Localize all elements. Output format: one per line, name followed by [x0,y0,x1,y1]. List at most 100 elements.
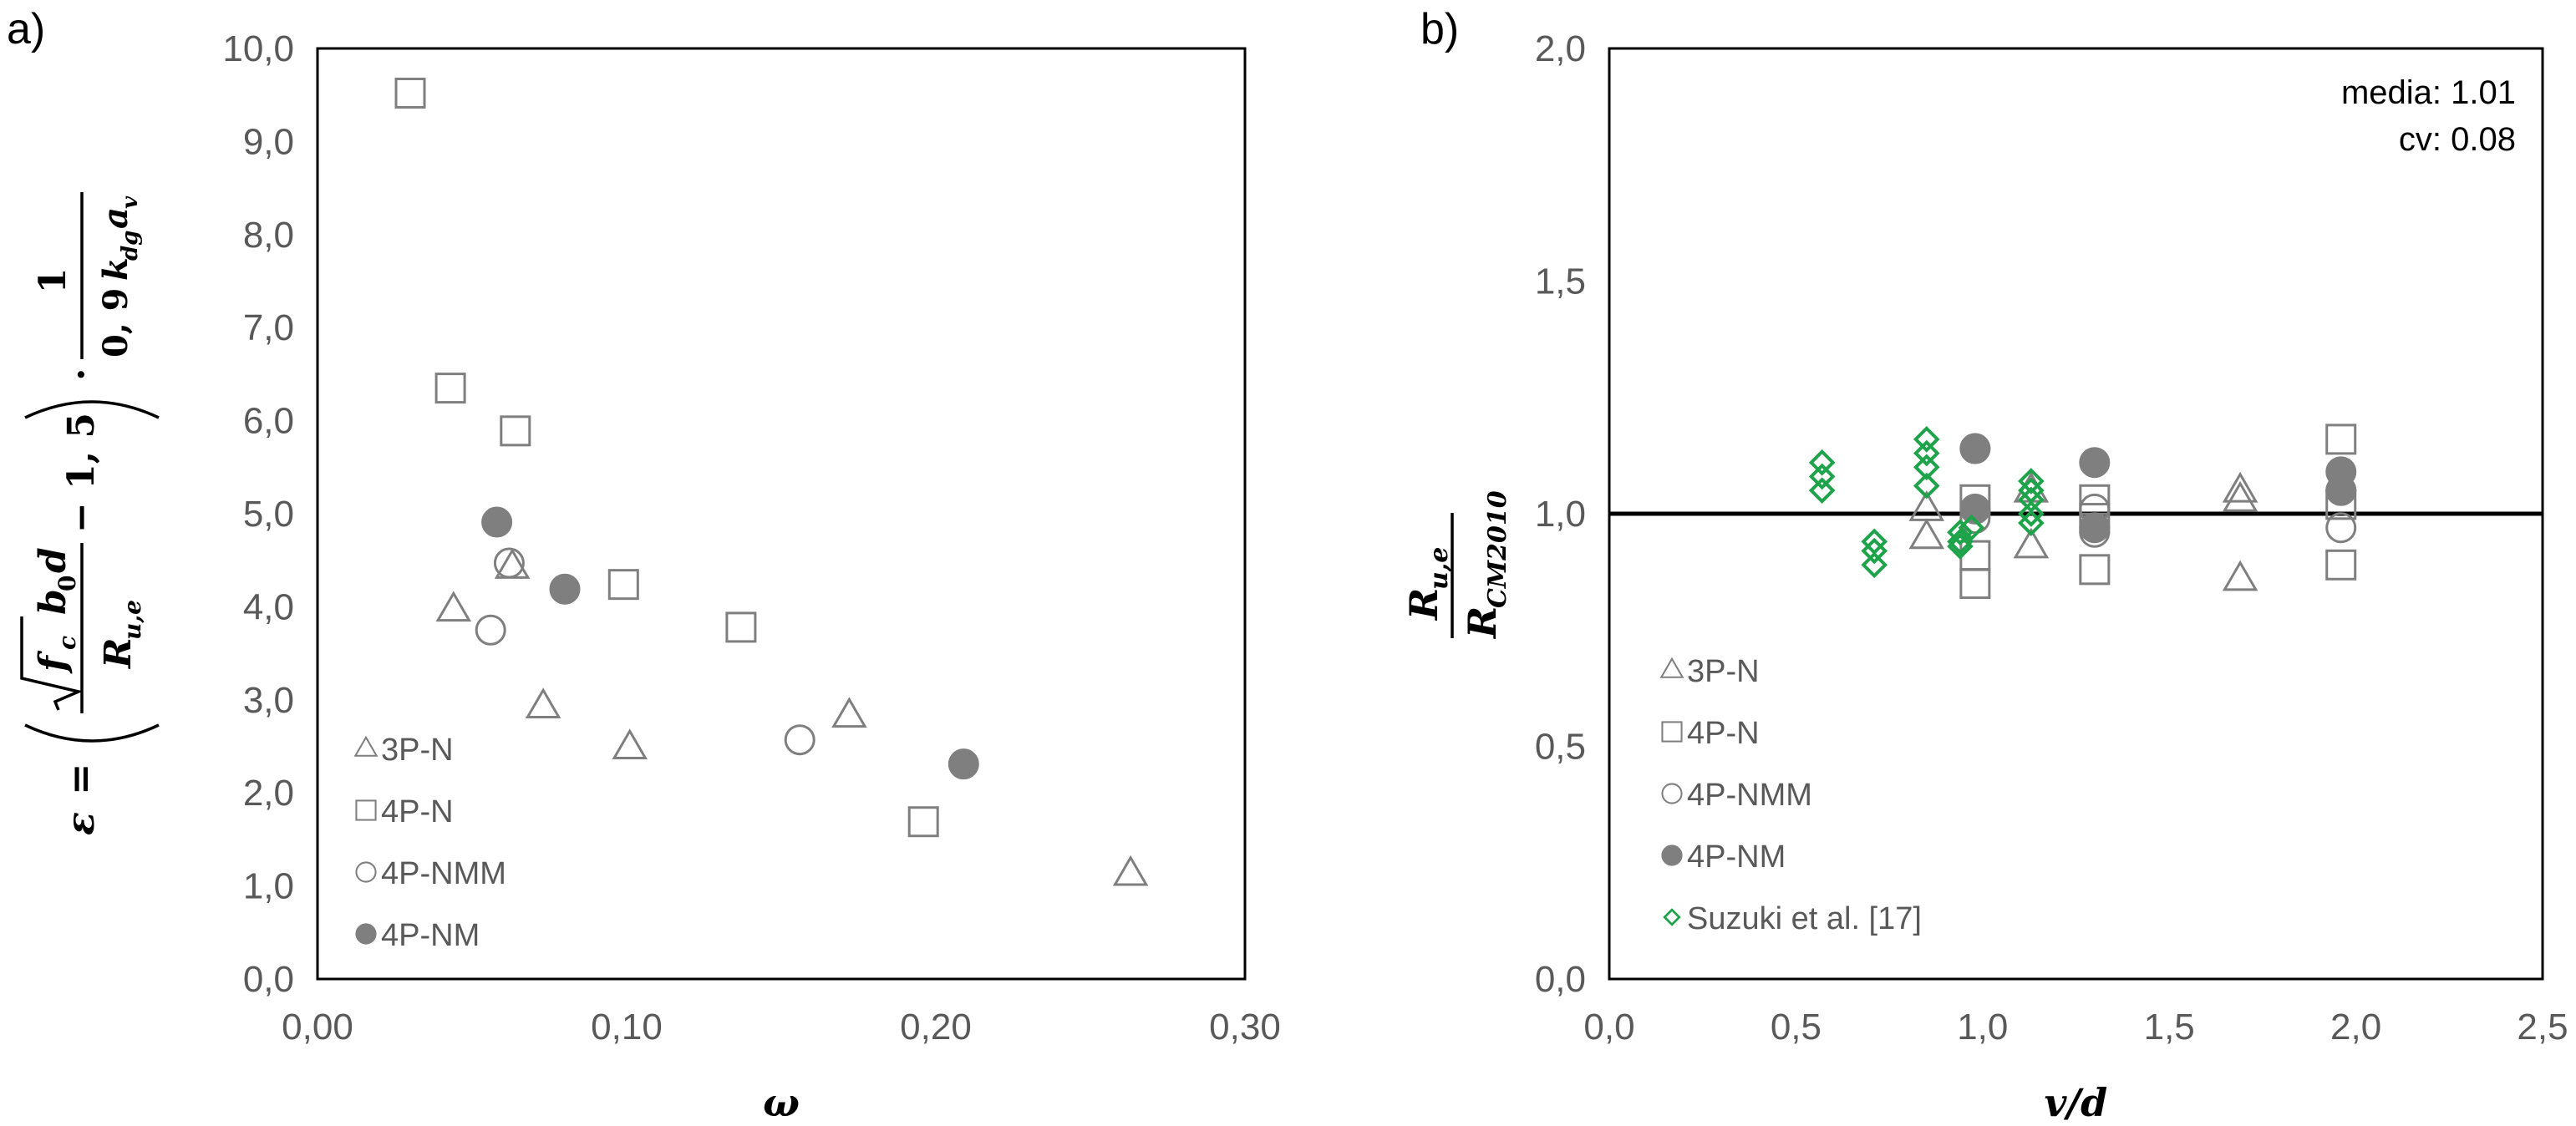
x-axis-title: v/d [2045,1080,2108,1125]
y-title-a: a [96,207,135,229]
legend-marker-shape [1659,657,1684,678]
data-point [475,614,506,646]
y-tick-label: 8,0 [243,215,294,256]
data-point [2079,447,2111,479]
y-title-b-sub: 0 [53,576,81,591]
data-point [1861,551,1888,579]
stat-annotation: media: 1.01 [2341,74,2516,111]
y-title-paren-left [24,723,160,743]
plot-area-border [316,47,1247,981]
data-point [2013,527,2050,559]
legend-marker [1661,721,1683,743]
data-point [549,573,581,605]
series-4p-nm [481,506,979,780]
data-point [1947,533,1974,560]
y-title-f-sub: c [53,636,81,650]
legend-label: 4P-N [381,794,454,829]
panel-label: a) [7,5,45,53]
data-point [493,547,525,579]
data-point [607,569,639,601]
data-point [1808,449,1836,476]
data-point [612,728,648,760]
y-tick-label: 0,0 [1535,959,1586,1000]
series-4p-n [394,77,939,838]
data-point [1808,477,1836,504]
data-point [1861,537,1888,565]
legend-label: Suzuki et al. [17] [1687,901,1922,936]
data-point [394,77,426,109]
data-point [2325,474,2357,506]
data-point [1947,528,1974,555]
y-tick-label: 9,0 [243,121,294,162]
y-title-minus: − 1, 5 [60,413,103,533]
y-tick-label: 4,0 [243,586,294,627]
legend: 3P-N 4P-N 4P-NMM 4P-NM [353,733,506,953]
x-tick-label: 0,20 [900,1007,972,1047]
y-tick-label: 5,0 [243,494,294,535]
panel-a: 0,00 0,10 0,20 0,30 0,0 1,0 2,0 3,0 4,0 5,0 6,0 7,0… [7,5,1281,1125]
y-title-num-sub: u,e [1425,547,1454,590]
x-tick-label: 0,00 [282,1007,353,1047]
y-title-one: 1 [32,268,74,294]
y-title-d: d [32,547,74,573]
legend-marker-shape [355,861,377,883]
legend-marker [355,923,377,945]
stat-annotation: cv: 0.08 [2399,121,2516,158]
y-title-lhs: ε [58,812,103,835]
y-title-k: k [96,257,135,281]
legend-label: 4P-NMM [1687,778,1812,813]
legend-marker-shape [353,735,379,757]
data-point [2018,468,2045,495]
data-point [725,611,757,643]
data-point [1913,426,1940,453]
data-point [1913,472,1940,500]
x-tick-label: 0,0 [1583,1007,1634,1047]
y-tick-label: 1,0 [1535,494,1586,535]
legend-label: 4P-NM [381,918,480,953]
y-tick-label: 0,0 [243,959,294,1000]
data-point [1947,519,1974,546]
data-point [1959,433,1991,464]
panel-label: b) [1420,5,1459,53]
data-point [2325,512,2357,544]
x-tick-label: 0,30 [1209,1007,1281,1047]
data-point [2079,512,2111,544]
y-tick-label: 6,0 [243,401,294,442]
y-tick-label: 7,0 [243,307,294,348]
series-suzuki-et-al-17- [1808,426,2045,579]
y-title-a-sub: v [118,195,143,209]
legend-marker-shape [1661,721,1683,743]
x-tick-label: 0,5 [1771,1007,1821,1047]
data-point [831,697,867,728]
series-4p-nm [1959,433,2357,544]
data-point [1808,463,1836,490]
legend: 3P-N 4P-N 4P-NMM 4P-NM Suzuki et al. [17] [1659,654,1922,936]
data-point [525,687,561,719]
legend-label: 4P-NMM [381,856,506,891]
legend-marker [353,735,379,757]
legend-marker-shape [1663,908,1681,926]
y-title-den-sub: CM2010 [1483,490,1512,608]
x-tick-label: 1,0 [1957,1007,2008,1047]
x-tick-label: 1,5 [2144,1007,2195,1047]
legend-marker [1659,657,1684,678]
legend-marker [1661,783,1683,804]
y-title-b: b [32,589,74,615]
data-point [784,724,815,756]
y-tick-label: 2,0 [243,773,294,814]
data-point [481,506,513,538]
data-point [2079,554,2111,586]
y-title-den: R [1460,606,1505,640]
data-point [2018,510,2045,536]
x-tick-label: 0,10 [591,1007,663,1047]
y-title-09: 0, 9 [96,287,135,358]
data-point [2325,549,2357,581]
data-point [1959,493,1991,525]
legend-marker-shape [1661,844,1683,866]
y-title-paren-right [24,400,160,419]
legend-marker-shape [1661,783,1683,804]
series-4p-nmm [475,547,815,756]
x-axis-title: ω [763,1080,800,1125]
